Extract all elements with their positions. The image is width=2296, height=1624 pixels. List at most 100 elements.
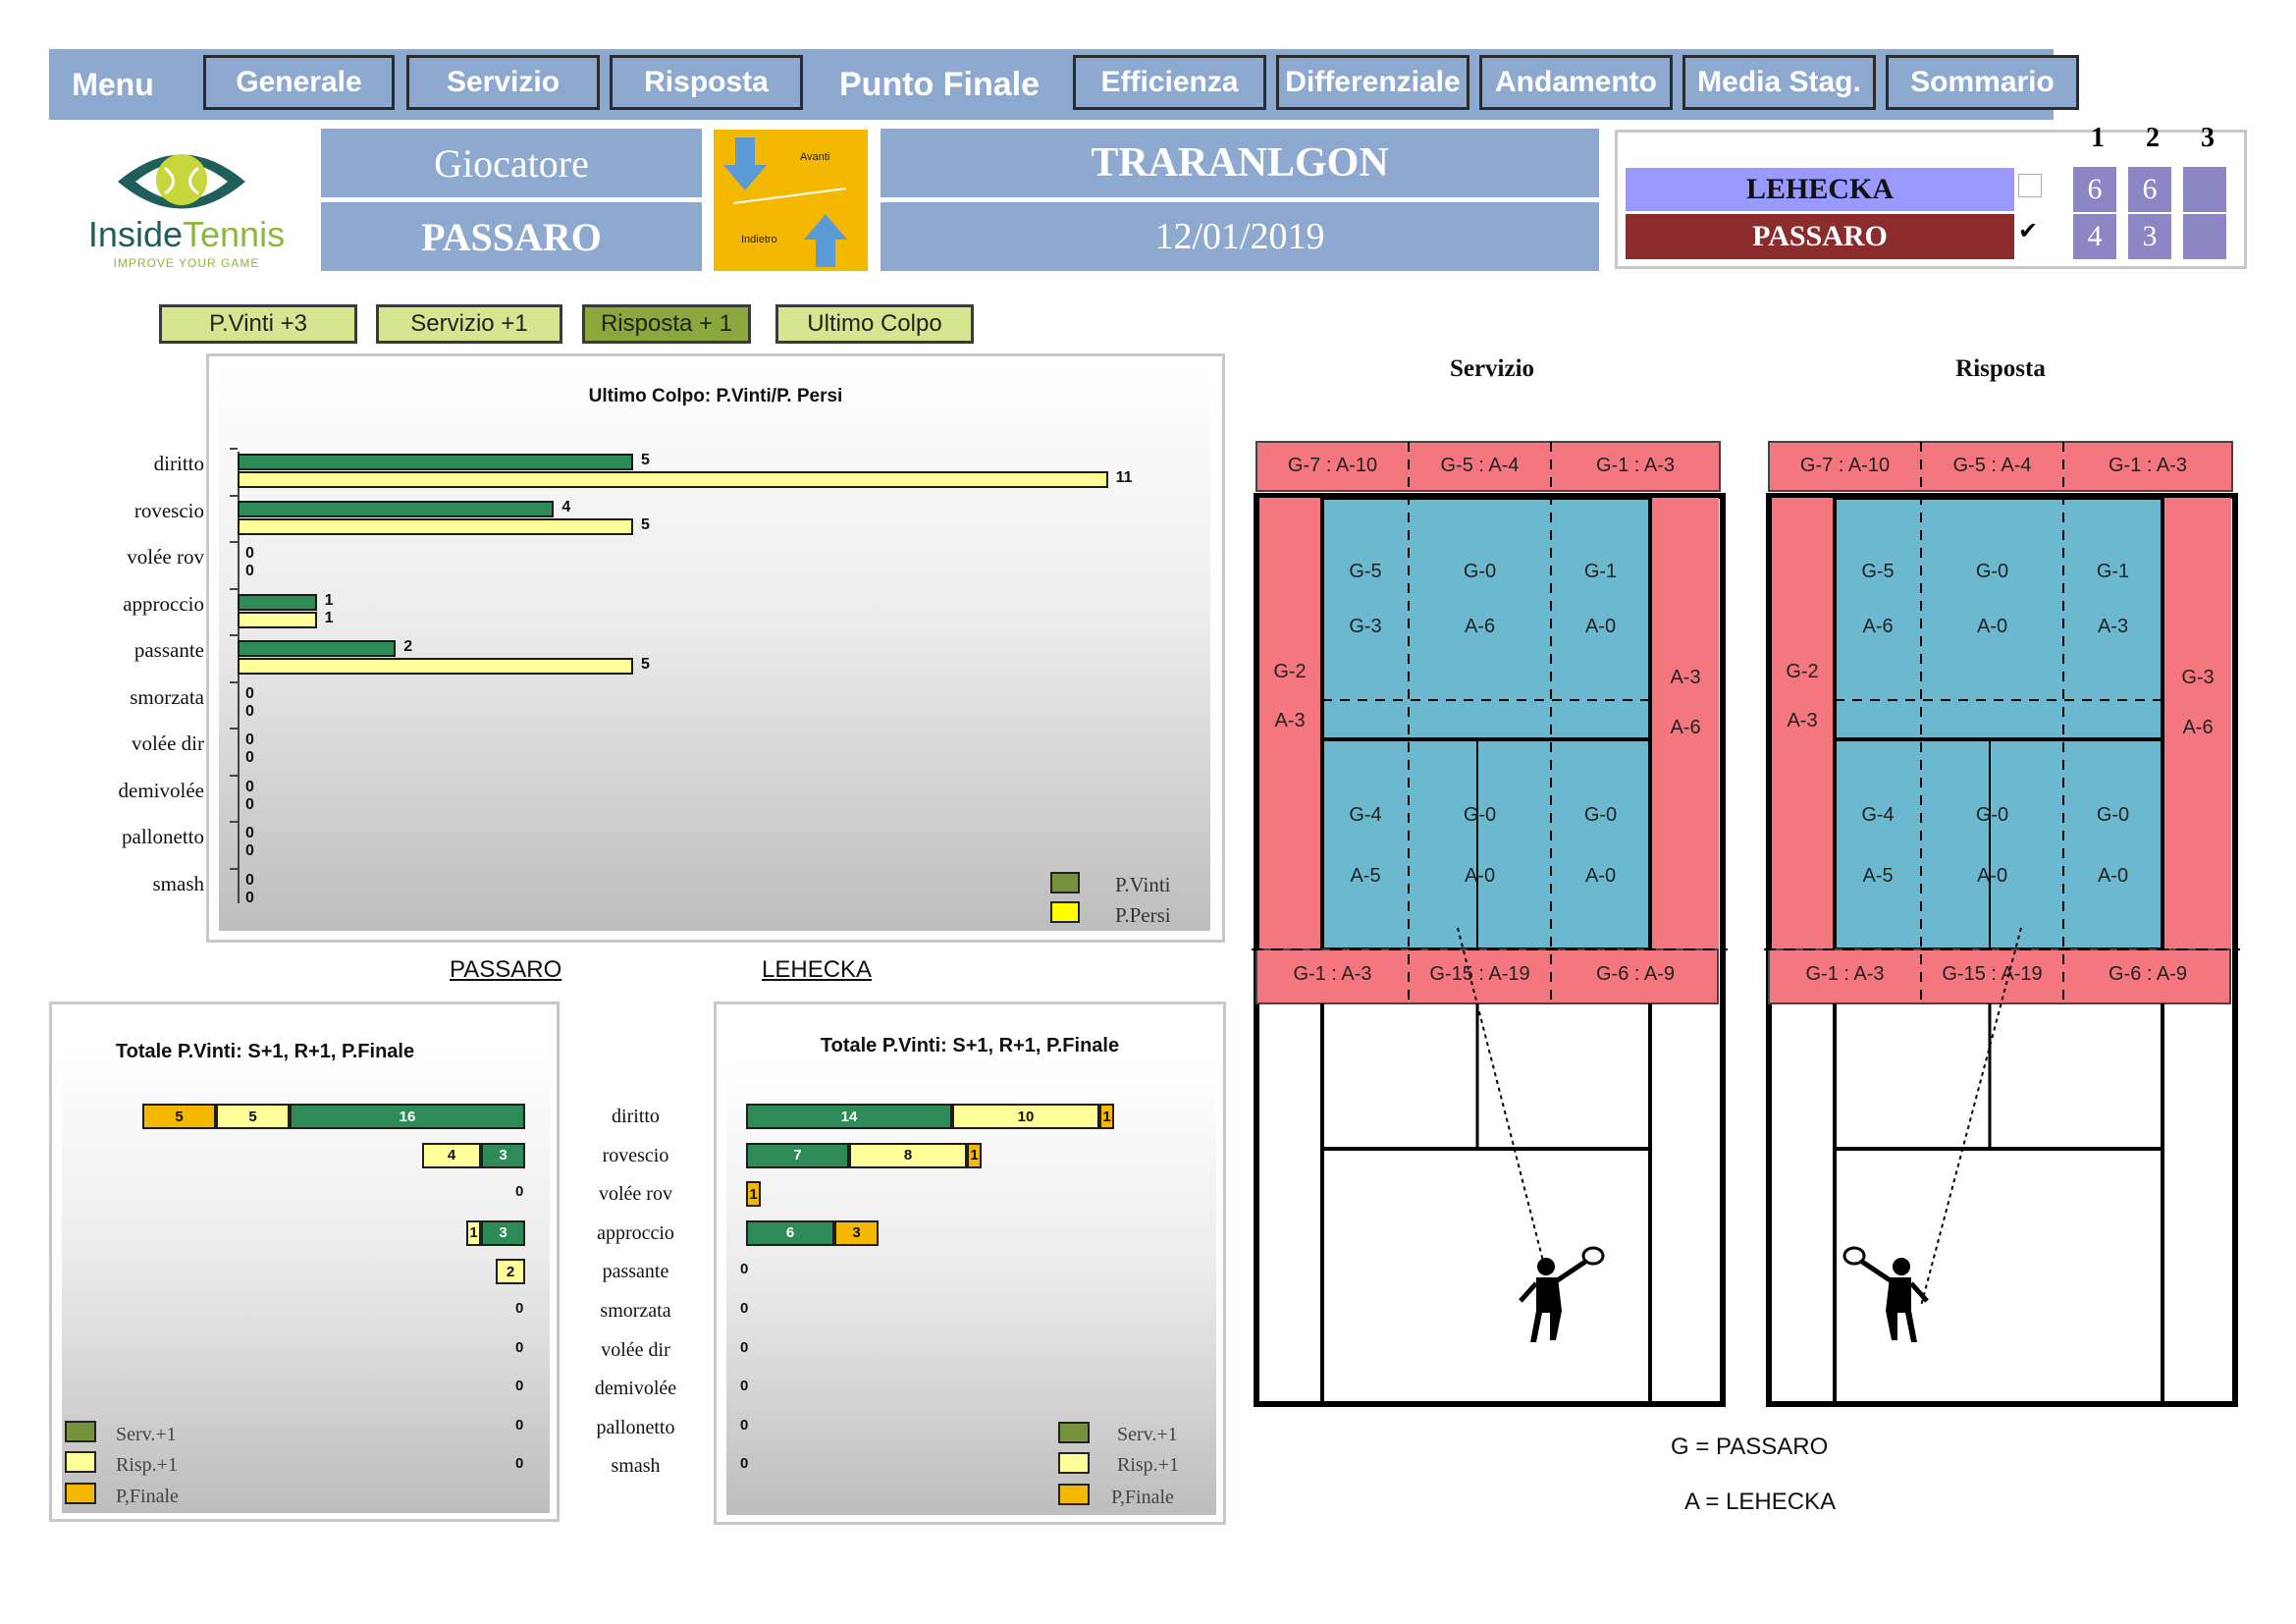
lower-cell-label: G-0 (2096, 804, 2130, 826)
bottom-zone (1255, 948, 1719, 1004)
eye-logo-icon (118, 154, 245, 209)
nav-punto-finale-active[interactable]: Punto Finale (839, 65, 1040, 103)
upper-cell-label: A-0 (1976, 616, 2008, 637)
court-diagram (1764, 441, 2240, 1407)
set-header-2: 2 (2146, 123, 2160, 153)
chart2-segment: 16 (290, 1104, 525, 1129)
lower-cell-label: A-0 (1976, 865, 2008, 887)
chart1-tick (230, 821, 238, 823)
chart1-category-label: volée dir (131, 731, 204, 755)
right-zone-label: A-6 (1670, 717, 1701, 738)
chart1-tick (230, 867, 238, 870)
p1-set1: 6 (2073, 167, 2116, 212)
chart1-value-label: 1 (324, 609, 334, 626)
chart1-value-label: 0 (245, 731, 254, 748)
filter-p-vinti-button[interactable]: P.Vinti +3 (159, 304, 357, 344)
giocatore-label: Giocatore (321, 129, 702, 197)
player2-server-checkmark[interactable]: ✔ (2018, 218, 2039, 244)
chart2-segment: 5 (216, 1104, 290, 1129)
legend-g: G = PASSARO (1671, 1434, 1829, 1460)
court-risposta-title: Risposta (1955, 355, 2046, 382)
chart3-legend-risp-swatch (1058, 1452, 1090, 1474)
chart1-value-label: 0 (245, 684, 254, 702)
chart3-segment: 10 (952, 1104, 1099, 1129)
chart3-segment: 8 (849, 1142, 967, 1168)
chart3-legend-pfinale-swatch (1058, 1484, 1090, 1505)
bottom-zone-label: G-1 : A-3 (1805, 963, 1885, 985)
lower-cell-label: G-0 (1583, 804, 1618, 826)
chart3-segment: 1 (746, 1181, 761, 1208)
chart1-bar-vinti (238, 500, 555, 517)
chart3-segment: 6 (746, 1219, 834, 1246)
filter-ultimo-colpo-button[interactable]: Ultimo Colpo (775, 304, 974, 344)
chart1-value-label: 0 (245, 749, 254, 766)
chart3-segment: 14 (746, 1104, 952, 1129)
passaro-totale-chart-panel (49, 1001, 560, 1522)
chart1-value-label: 11 (1115, 469, 1133, 486)
chart1-tick (230, 448, 238, 450)
nav-sommario-button[interactable]: Sommario (1886, 55, 2079, 110)
nav-menu-button[interactable]: Menu (72, 66, 154, 102)
top-zone-label: G-1 : A-3 (1595, 455, 1676, 476)
chart3-segment: 1 (1099, 1104, 1114, 1129)
nav-media-stag-button[interactable]: Media Stag. (1682, 55, 1876, 110)
shot-trajectory (1920, 927, 2022, 1307)
totale-category-label: smorzata (600, 1300, 671, 1322)
filter-servizio-button[interactable]: Servizio +1 (376, 304, 562, 344)
chart1-category-label: smash (152, 871, 205, 895)
avanti-indietro-toggle[interactable]: Avanti Indietro (714, 130, 868, 271)
lower-cell-label: G-0 (1975, 804, 2009, 826)
nav-differenziale-button[interactable]: Differenziale (1276, 55, 1469, 110)
p2-set3 (2183, 214, 2226, 259)
chart1-tick (230, 494, 238, 497)
chart2-zero-label: 0 (515, 1183, 524, 1201)
lower-cell-label: G-0 (1463, 804, 1497, 826)
player-name: PASSARO (321, 202, 702, 271)
scoreboard (1615, 130, 2247, 269)
upper-cell-label: G-5 (1861, 561, 1895, 582)
player-silhouette-icon (1519, 1246, 1605, 1342)
lower-cell-label: G-4 (1349, 804, 1382, 826)
bottom-zone-label: G-6 : A-9 (1595, 963, 1676, 985)
chart1-tick (230, 728, 238, 730)
p1-set2: 6 (2128, 167, 2171, 212)
filter-risposta-button[interactable]: Risposta + 1 (582, 304, 751, 344)
p2-set2: 3 (2128, 214, 2171, 259)
chart1-value-label: 0 (245, 842, 254, 859)
indietro-label: Indietro (741, 234, 777, 245)
set-header-3: 3 (2201, 123, 2215, 153)
chart2-zero-label: 0 (515, 1416, 524, 1434)
set-header-1: 1 (2091, 123, 2105, 153)
chart1-legend-pvinti-swatch (1050, 872, 1080, 893)
nav-generale-button[interactable]: Generale (203, 55, 395, 110)
chart3-legend-pfinale: P,Finale (1111, 1487, 1174, 1508)
nav-servizio-button[interactable]: Servizio (406, 55, 600, 110)
nav-andamento-button[interactable]: Andamento (1479, 55, 1673, 110)
service-box-lower (1320, 737, 1652, 951)
chart3-segment: 3 (834, 1219, 879, 1246)
avanti-label: Avanti (800, 151, 830, 163)
chart1-value-label: 4 (561, 498, 571, 515)
chart1-category-label: volée rov (127, 545, 204, 568)
nav-risposta-button[interactable]: Risposta (610, 55, 803, 110)
player1-server-checkbox[interactable] (2018, 174, 2042, 197)
chart1-value-label: 0 (245, 889, 254, 906)
chart1-tick (230, 680, 238, 683)
upper-cell-label: A-6 (1862, 616, 1894, 637)
passaro-chart-label: PASSARO (450, 956, 562, 983)
chart1-value-label: 0 (245, 563, 254, 579)
chart1-category-label: demivolée (118, 778, 204, 802)
upper-cell-label: G-0 (1975, 561, 2009, 582)
chart1-tick (230, 774, 238, 777)
bottom-zone (1768, 948, 2231, 1004)
logo-name-tennis: Tennis (183, 214, 286, 254)
left-zone-label: G-2 (1786, 661, 1819, 682)
totale-category-label: diritto (612, 1106, 660, 1127)
chart2-title: Totale P.Vinti: S+1, R+1, P.Finale (115, 1041, 415, 1062)
nav-efficienza-button[interactable]: Efficienza (1073, 55, 1266, 110)
chart2-legend-serv-swatch (65, 1421, 96, 1442)
upper-cell-label: G-5 (1349, 561, 1382, 582)
scoreboard-player2: PASSARO (1626, 214, 2014, 259)
totale-category-label: smash (611, 1455, 661, 1478)
chart1-category-label: approccio (123, 591, 204, 616)
